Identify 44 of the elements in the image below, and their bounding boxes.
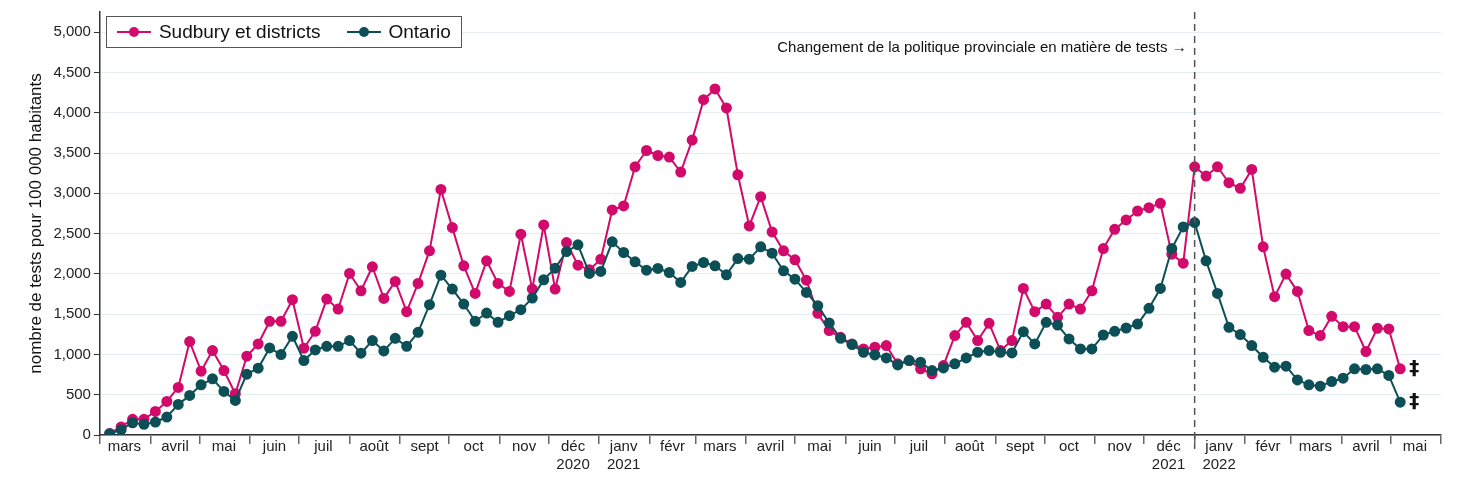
- legend-label: Sudbury et districts: [158, 21, 321, 43]
- y-tick-label: 1,500: [53, 304, 91, 322]
- annotation: ‡: [1409, 355, 1420, 380]
- x-tick-label: juil: [313, 437, 333, 455]
- x-tick-label: mars: [107, 437, 142, 455]
- x-tick-label: mai: [1402, 437, 1427, 455]
- x-tick-label: août: [359, 437, 390, 455]
- x-tick-label: mars: [1298, 437, 1333, 455]
- x-tick-label: avril: [161, 437, 189, 455]
- y-tick-label: 3,500: [53, 143, 91, 161]
- legend-label: Ontario: [388, 21, 451, 43]
- x-tick-label: oct: [463, 437, 485, 455]
- y-axis-title: nombre de tests pour 100 000 habitants: [25, 73, 45, 374]
- annotation: ‡: [1409, 388, 1420, 413]
- x-tick-label: oct: [1059, 437, 1080, 455]
- y-tick-label: 500: [65, 384, 91, 402]
- y-tick-label: 0: [82, 425, 91, 443]
- x-tick-label: avril: [1352, 437, 1380, 455]
- x-tick-label: nov: [1107, 437, 1133, 455]
- x-tick-label: mai: [211, 437, 237, 455]
- x-tick-label: mars: [703, 437, 737, 455]
- x-tick-label: déc 2020: [556, 437, 590, 473]
- y-tick-label: 1,000: [53, 344, 91, 362]
- x-tick-label: janv 2022: [1202, 437, 1236, 473]
- x-tick-label: juil: [908, 437, 929, 455]
- x-tick-label: août: [954, 437, 985, 455]
- x-tick-label: févr: [660, 437, 686, 455]
- y-tick-label: 4,500: [53, 62, 91, 80]
- x-tick-label: févr: [1255, 437, 1281, 455]
- x-tick-label: juin: [261, 437, 287, 455]
- y-tick-label: 2,500: [53, 223, 91, 241]
- ref-line-label: Changement de la politique provinciale en matière de tests →: [777, 38, 1187, 56]
- x-tick-label: nov: [512, 437, 537, 455]
- y-tick-label: 3,000: [53, 183, 91, 201]
- x-tick-label: avril: [756, 437, 785, 455]
- x-tick-label: mai: [807, 437, 832, 455]
- x-tick-label: janv 2021: [606, 437, 641, 473]
- x-tick-label: sept: [410, 437, 440, 455]
- x-tick-label: juin: [857, 437, 882, 455]
- y-tick-label: 2,000: [53, 264, 91, 281]
- y-tick-label: 5,000: [53, 22, 91, 40]
- x-tick-label: déc 2021: [1151, 437, 1186, 473]
- x-tick-label: sept: [1005, 437, 1036, 455]
- y-tick-label: 4,000: [53, 102, 91, 120]
